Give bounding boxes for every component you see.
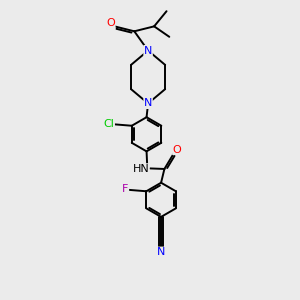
Text: HN: HN (132, 164, 149, 174)
Text: O: O (106, 18, 115, 28)
Text: F: F (122, 184, 129, 194)
Text: N: N (157, 247, 165, 257)
Text: N: N (144, 98, 152, 108)
Text: O: O (173, 145, 182, 154)
Text: Cl: Cl (103, 118, 114, 129)
Text: N: N (144, 46, 152, 56)
